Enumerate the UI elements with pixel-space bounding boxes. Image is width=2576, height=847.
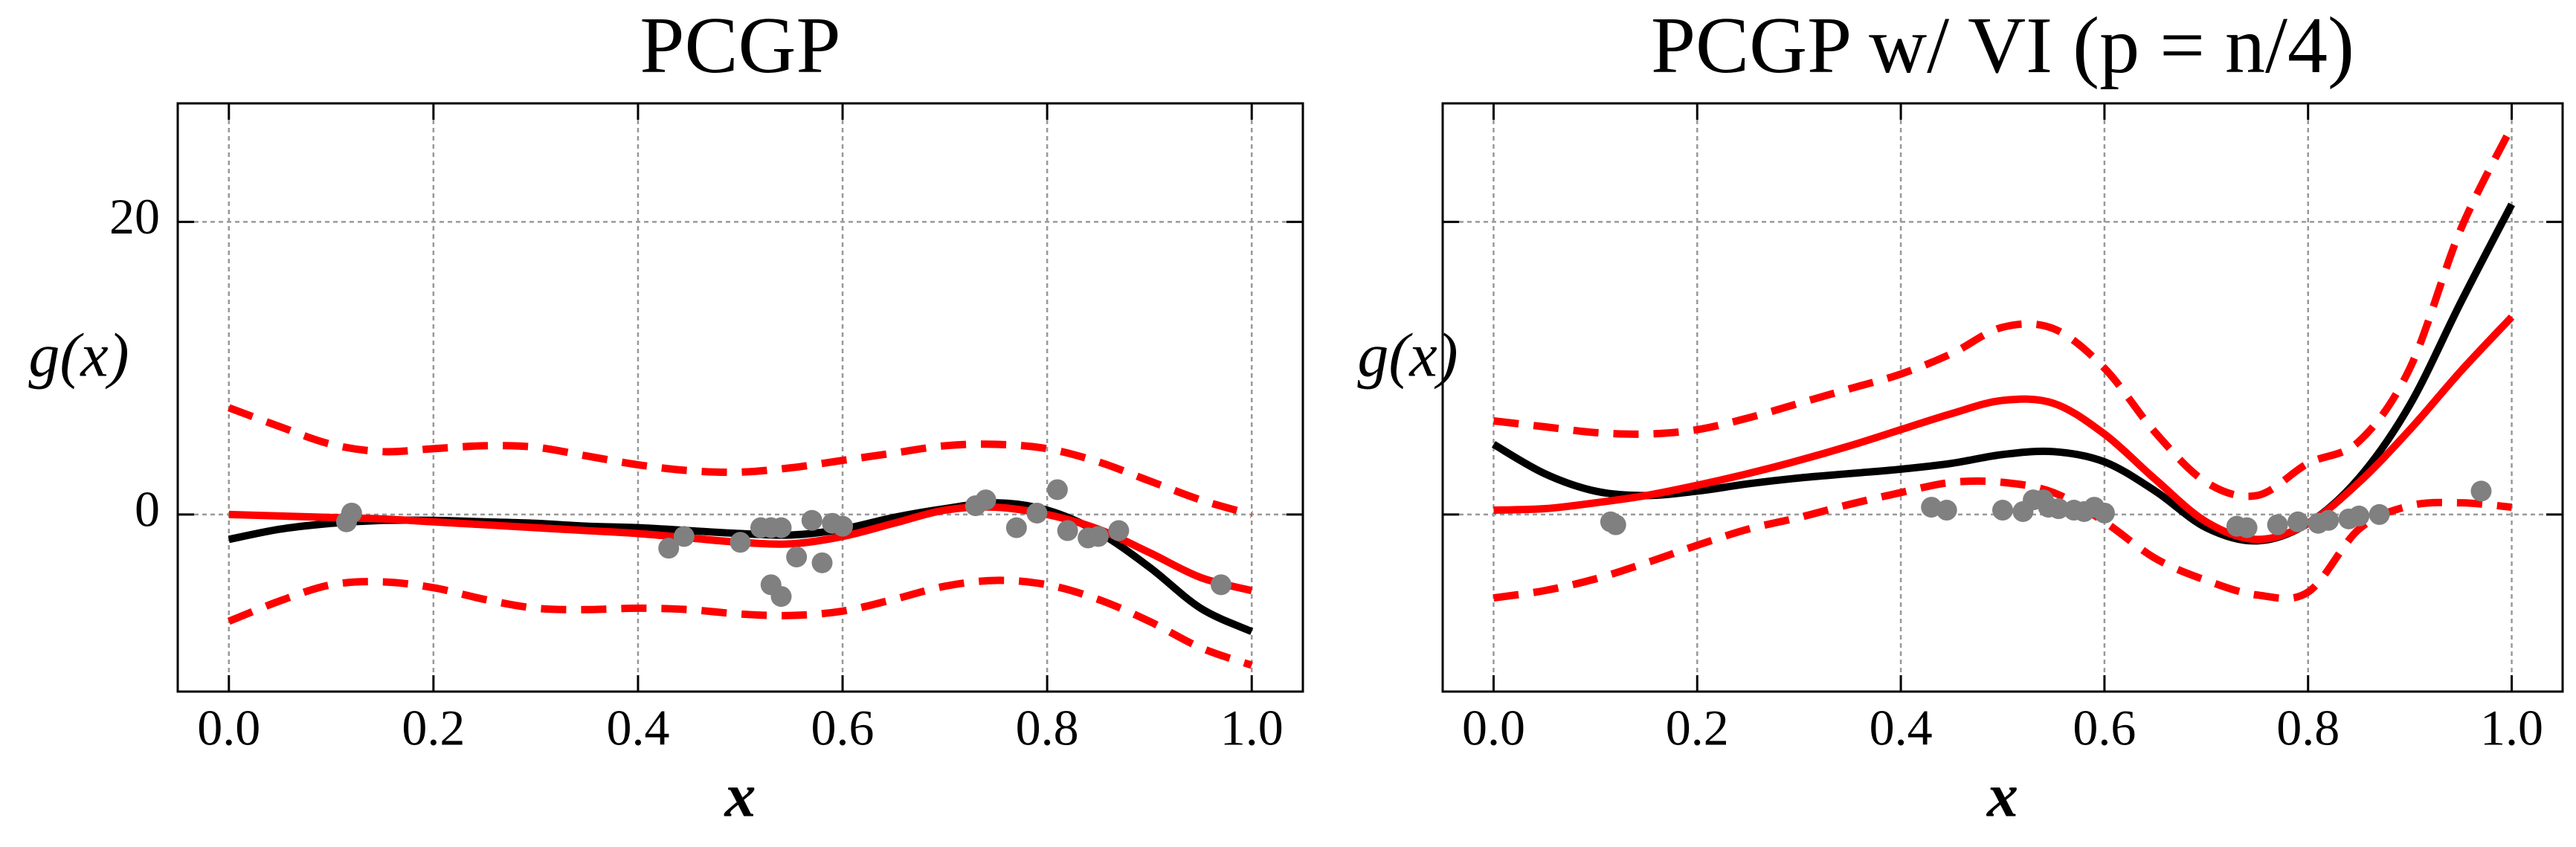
series-line <box>1493 125 2516 500</box>
data-point <box>2369 503 2390 525</box>
data-point <box>2093 502 2115 524</box>
data-point <box>1046 479 1068 500</box>
x-tick-label: 1.0 <box>2480 700 2543 756</box>
x-axis-label: x <box>1986 761 2018 830</box>
series-line <box>1493 477 2513 602</box>
x-tick-label: 0.2 <box>1666 700 1729 756</box>
y-tick-label: 20 <box>109 188 160 245</box>
x-tick-label: 0.8 <box>1016 700 1079 756</box>
data-point <box>2267 514 2288 535</box>
data-point <box>2048 498 2070 520</box>
data-point <box>341 502 362 524</box>
x-tick-label: 0.4 <box>1870 700 1933 756</box>
x-tick-label: 0.2 <box>402 700 465 756</box>
data-point <box>811 552 833 573</box>
data-point <box>658 538 680 559</box>
x-tick-label: 0.6 <box>2073 700 2136 756</box>
chart-title: PCGP <box>640 1 840 90</box>
series-line <box>228 404 1253 518</box>
data-point <box>2287 511 2309 532</box>
x-axis-label: x <box>724 761 756 830</box>
plot-lines <box>227 404 1254 669</box>
x-tick-label: 0.0 <box>1462 700 1525 756</box>
data-point <box>1087 526 1109 547</box>
data-point <box>770 517 792 538</box>
y-tick-label: 0 <box>135 481 160 538</box>
chart-title: PCGP w/ VI (p = n/4) <box>1651 1 2354 90</box>
y-axis-label: g(x) <box>1357 321 1458 390</box>
data-point <box>673 526 695 547</box>
data-point <box>1005 517 1027 538</box>
x-tick-label: 0.6 <box>811 700 875 756</box>
plot-lines <box>1491 125 2516 602</box>
data-point <box>1026 502 1048 524</box>
panel: 0.0 0.2 0.4 0.6 0.8 1.0 PCGP w/ VI (p = n/4) x g… <box>1357 1 2564 830</box>
plot-frame <box>176 102 1304 693</box>
data-point <box>1992 500 2013 521</box>
x-tick-label: 0.8 <box>2276 700 2340 756</box>
data-point <box>1108 520 1130 541</box>
data-point <box>975 489 996 511</box>
series-line <box>1491 202 2515 545</box>
data-point <box>786 546 808 567</box>
x-tick-label: 1.0 <box>1220 700 1284 756</box>
x-tick-label: 0.0 <box>197 700 260 756</box>
data-point <box>1210 574 1231 596</box>
series-line <box>227 576 1253 669</box>
data-point <box>2470 480 2492 502</box>
data-point <box>1605 514 1626 535</box>
data-point <box>730 532 751 553</box>
data-point <box>832 515 854 537</box>
data-point <box>770 586 792 608</box>
x-tick-label: 0.4 <box>606 700 669 756</box>
data-point <box>2318 509 2340 531</box>
data-point <box>2348 505 2370 526</box>
series-line <box>1493 314 2515 544</box>
data-point <box>801 509 822 531</box>
data-point <box>1936 500 1957 521</box>
data-point <box>1057 520 1078 541</box>
y-axis-label: g(x) <box>28 321 129 390</box>
plot-frame <box>1441 102 2564 693</box>
panel: 0.0 0.2 0.4 0.6 0.8 1.0 0 20 PCGP x g(x) <box>28 1 1304 830</box>
data-point <box>2236 517 2258 538</box>
